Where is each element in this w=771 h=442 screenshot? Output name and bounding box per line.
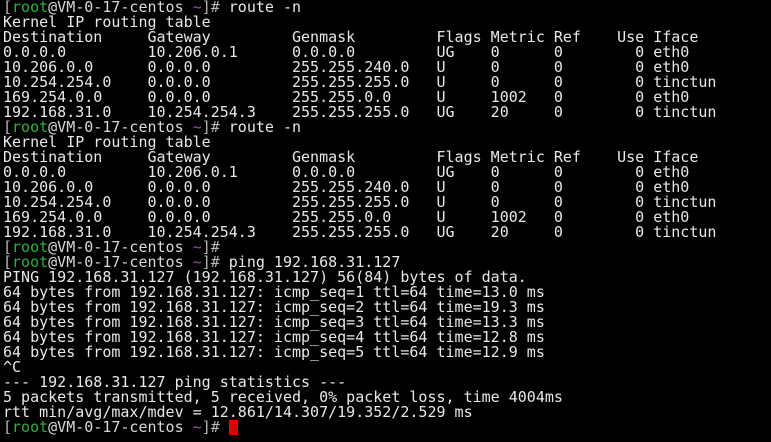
output-line: 64 bytes from 192.168.31.127: icmp_seq=4…: [3, 330, 771, 345]
output-line: 192.168.31.0 10.254.254.3 255.255.255.0 …: [3, 105, 771, 120]
command-text: route -n: [228, 118, 302, 136]
command-text: route -n: [228, 0, 302, 16]
output-line: 10.206.0.0 0.0.0.0 255.255.240.0 U 0 0 0…: [3, 180, 771, 195]
prompt-close: ]#: [201, 253, 229, 271]
output-text: 169.254.0.0 0.0.0.0 255.255.0.0 U 1002 0…: [3, 88, 690, 106]
prompt-close: ]#: [201, 0, 229, 16]
prompt-user: root: [12, 238, 49, 256]
output-line: rtt min/avg/max/mdev = 12.861/14.307/19.…: [3, 405, 771, 420]
output-line: 10.254.254.0 0.0.0.0 255.255.255.0 U 0 0…: [3, 75, 771, 90]
prompt-host: @VM-0-17-centos: [48, 418, 184, 436]
output-text: 5 packets transmitted, 5 received, 0% pa…: [3, 388, 563, 406]
output-line: 10.254.254.0 0.0.0.0 255.255.255.0 U 0 0…: [3, 195, 771, 210]
output-text: 10.254.254.0 0.0.0.0 255.255.255.0 U 0 0…: [3, 193, 717, 211]
prompt-dir: ~: [192, 418, 202, 436]
terminal-cursor[interactable]: [228, 420, 238, 435]
output-line: 10.206.0.0 0.0.0.0 255.255.240.0 U 0 0 0…: [3, 60, 771, 75]
prompt-user: root: [12, 0, 49, 16]
command-text: ping 192.168.31.127: [228, 253, 401, 271]
output-line: 64 bytes from 192.168.31.127: icmp_seq=3…: [3, 315, 771, 330]
prompt-line: [root@VM-0-17-centos ~]# ping 192.168.31…: [3, 255, 771, 270]
prompt-dir: ~: [192, 238, 202, 256]
prompt-host: @VM-0-17-centos: [48, 238, 184, 256]
output-line: Kernel IP routing table: [3, 135, 771, 150]
prompt-user: root: [12, 418, 49, 436]
prompt-line: [root@VM-0-17-centos ~]#: [3, 420, 771, 435]
output-text: 10.254.254.0 0.0.0.0 255.255.255.0 U 0 0…: [3, 73, 717, 91]
prompt-line: [root@VM-0-17-centos ~]# route -n: [3, 120, 771, 135]
prompt-line: [root@VM-0-17-centos ~]# route -n: [3, 0, 771, 15]
output-text: 10.206.0.0 0.0.0.0 255.255.240.0 U 0 0 0…: [3, 178, 690, 196]
prompt-open-bracket: [: [3, 238, 13, 256]
output-text: ^C: [3, 358, 22, 376]
output-line: 64 bytes from 192.168.31.127: icmp_seq=2…: [3, 300, 771, 315]
output-line: Destination Gateway Genmask Flags Metric…: [3, 150, 771, 165]
prompt-dir: ~: [192, 0, 202, 16]
output-line: ^C: [3, 360, 771, 375]
output-line: 64 bytes from 192.168.31.127: icmp_seq=1…: [3, 285, 771, 300]
prompt-dir: ~: [192, 118, 202, 136]
output-text: Kernel IP routing table: [3, 133, 211, 151]
prompt-open-bracket: [: [3, 0, 13, 16]
output-text: 0.0.0.0 10.206.0.1 0.0.0.0 UG 0 0 0 eth0: [3, 43, 690, 61]
output-text: 10.206.0.0 0.0.0.0 255.255.240.0 U 0 0 0…: [3, 58, 690, 76]
output-text: Destination Gateway Genmask Flags Metric…: [3, 28, 699, 46]
output-line: 0.0.0.0 10.206.0.1 0.0.0.0 UG 0 0 0 eth0: [3, 45, 771, 60]
output-line: 169.254.0.0 0.0.0.0 255.255.0.0 U 1002 0…: [3, 90, 771, 105]
prompt-user: root: [12, 253, 49, 271]
prompt-close: ]#: [201, 238, 229, 256]
prompt-close: ]#: [201, 418, 229, 436]
output-text: 64 bytes from 192.168.31.127: icmp_seq=4…: [3, 328, 545, 346]
output-text: 192.168.31.0 10.254.254.3 255.255.255.0 …: [3, 223, 717, 241]
output-line: 64 bytes from 192.168.31.127: icmp_seq=5…: [3, 345, 771, 360]
prompt-open-bracket: [: [3, 253, 13, 271]
output-text: 64 bytes from 192.168.31.127: icmp_seq=3…: [3, 313, 545, 331]
prompt-open-bracket: [: [3, 118, 13, 136]
output-line: 0.0.0.0 10.206.0.1 0.0.0.0 UG 0 0 0 eth0: [3, 165, 771, 180]
prompt-host: @VM-0-17-centos: [48, 253, 184, 271]
output-text: 64 bytes from 192.168.31.127: icmp_seq=5…: [3, 343, 545, 361]
output-text: Destination Gateway Genmask Flags Metric…: [3, 148, 699, 166]
output-line: Kernel IP routing table: [3, 15, 771, 30]
output-line: PING 192.168.31.127 (192.168.31.127) 56(…: [3, 270, 771, 285]
output-text: 192.168.31.0 10.254.254.3 255.255.255.0 …: [3, 103, 717, 121]
output-text: 169.254.0.0 0.0.0.0 255.255.0.0 U 1002 0…: [3, 208, 690, 226]
prompt-host: @VM-0-17-centos: [48, 0, 184, 16]
prompt-user: root: [12, 118, 49, 136]
prompt-close: ]#: [201, 118, 229, 136]
output-text: --- 192.168.31.127 ping statistics ---: [3, 373, 347, 391]
output-line: --- 192.168.31.127 ping statistics ---: [3, 375, 771, 390]
prompt-line: [root@VM-0-17-centos ~]#: [3, 240, 771, 255]
output-line: 5 packets transmitted, 5 received, 0% pa…: [3, 390, 771, 405]
output-text: 0.0.0.0 10.206.0.1 0.0.0.0 UG 0 0 0 eth0: [3, 163, 690, 181]
output-line: Destination Gateway Genmask Flags Metric…: [3, 30, 771, 45]
output-text: rtt min/avg/max/mdev = 12.861/14.307/19.…: [3, 403, 473, 421]
output-line: 192.168.31.0 10.254.254.3 255.255.255.0 …: [3, 225, 771, 240]
output-line: 169.254.0.0 0.0.0.0 255.255.0.0 U 1002 0…: [3, 210, 771, 225]
prompt-dir: ~: [192, 253, 202, 271]
output-text: PING 192.168.31.127 (192.168.31.127) 56(…: [3, 268, 527, 286]
output-text: Kernel IP routing table: [3, 13, 211, 31]
output-text: 64 bytes from 192.168.31.127: icmp_seq=2…: [3, 298, 545, 316]
prompt-host: @VM-0-17-centos: [48, 118, 184, 136]
prompt-open-bracket: [: [3, 418, 13, 436]
output-text: 64 bytes from 192.168.31.127: icmp_seq=1…: [3, 283, 545, 301]
